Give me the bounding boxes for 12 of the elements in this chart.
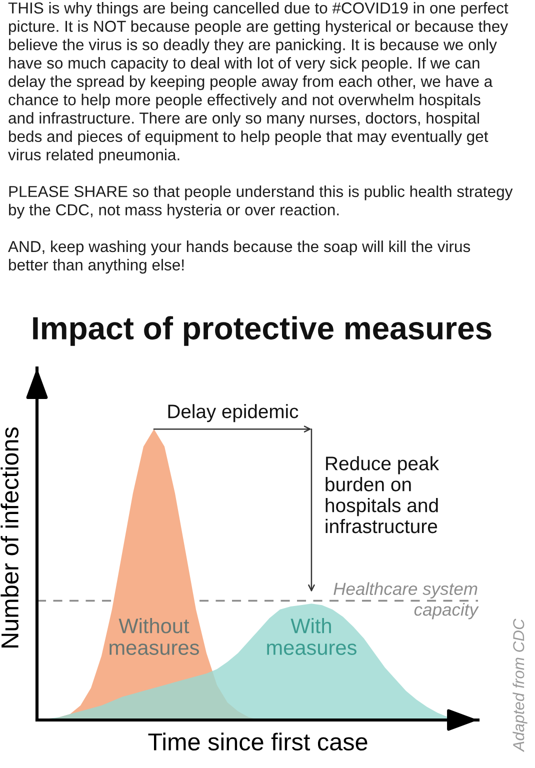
ref-line-label: Healthcare system capacity	[334, 582, 479, 620]
chart-title: Impact of protective measures	[33, 316, 492, 346]
y-axis-title: Number of infections	[0, 427, 19, 648]
series-label: Without measures	[110, 618, 199, 655]
series-label: With measures	[267, 618, 356, 655]
text: AND, keep washing your hands because the soap will kill the virus better than anything else!	[8, 240, 470, 274]
x-axis-title: Time since first case	[148, 732, 368, 751]
text: Adapted from CDC	[512, 618, 528, 752]
annotation: Reduce peak burden on hospitals and infrastructure	[326, 456, 440, 534]
text: THIS is why things are being cancelled due to #COVID19 in one perfect picture. It is NOT because people are getting hysterical or because they believe the virus is so deadly they are panicking. It is because we only have so much capacity to deal with lot of very sick people. If we can delay the spread by keeping people away from each other, we have a chance to help more people effectively and not overwhelm hospitals and infrastructure. There are only so many nurses, doctors, hospital beds and pieces of equipment to help people that may eventually get virus related pneumonia.	[8, 2, 508, 164]
text: PLEASE SHARE so that people understand this is public health strategy by the CDC, not mass hysteria or over reaction.	[9, 186, 513, 219]
text: Delay epidemic	[168, 404, 298, 422]
